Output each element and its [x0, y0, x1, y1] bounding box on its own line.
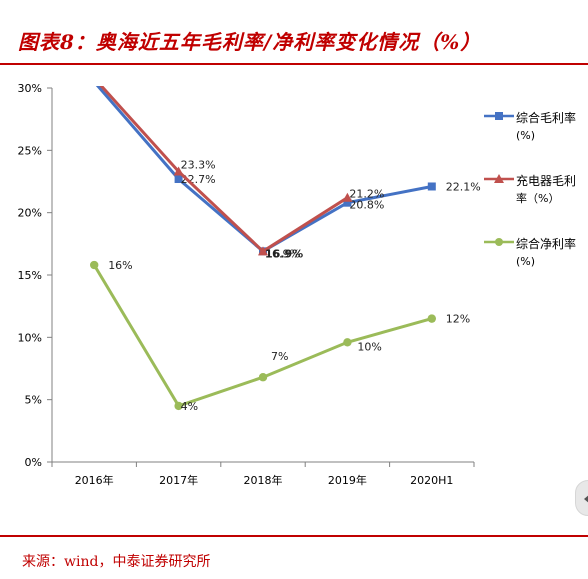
data-point: [90, 78, 98, 86]
series-line: [99, 86, 349, 254]
data-label: 12%: [446, 313, 470, 326]
legend-sublabel-net-margin: (%): [516, 255, 536, 268]
data-label: 4%: [181, 400, 198, 413]
data-label: 10%: [357, 340, 381, 353]
legend-label-gross-margin: 综合毛利率: [516, 111, 577, 125]
data-point: [90, 260, 99, 270]
x-tick-label: 2019年: [328, 473, 367, 487]
y-tick-label: 5%: [25, 394, 42, 407]
y-tick-label: 20%: [18, 207, 42, 220]
legend-item-charger-margin: 充电器毛利 率（%）: [484, 173, 588, 207]
data-point: [427, 314, 436, 323]
y-tick-label: 10%: [18, 331, 42, 344]
data-label: 22.1%: [446, 180, 481, 193]
data-point: [89, 73, 99, 82]
legend-marker-gross-margin: [484, 112, 514, 120]
legend-marker-charger-margin: [484, 174, 514, 183]
data-label: 16.9%: [265, 247, 303, 260]
x-tick-label: 2018年: [244, 473, 283, 487]
data-point: [258, 373, 268, 382]
legend-item-net-margin: 综合净利率 (%): [484, 236, 588, 270]
y-tick-label: 30%: [18, 82, 42, 95]
data-point: [258, 246, 268, 256]
data-point: [343, 338, 352, 347]
data-point: [174, 175, 183, 184]
y-tick-label: 25%: [18, 144, 42, 157]
data-label: 20.8%: [349, 199, 384, 212]
data-point: [343, 198, 352, 207]
data-point: [427, 182, 436, 191]
data-label: 23.3%: [181, 159, 216, 172]
title-divider: [0, 63, 588, 65]
legend-item-gross-margin: 综合毛利率 (%): [484, 110, 588, 144]
series-line: [92, 264, 433, 408]
x-tick-label: 2020H1: [410, 474, 453, 487]
legend-label-charger-margin: 充电器毛利: [516, 174, 577, 188]
line-chart: 0% 5% 10% 15% 20% 25% 30% 2016年 2017年 2018年 2019年 2…: [18, 73, 481, 487]
legend-label-net-margin: 综合净利率: [516, 237, 577, 251]
data-label: 21.2%: [349, 188, 384, 201]
x-tick-label: 2017年: [159, 473, 198, 487]
data-label: 16.9%: [265, 247, 300, 260]
source-note: 来源：wind，中泰证券研究所: [22, 554, 211, 570]
legend-sublabel-charger-margin: 率（%）: [516, 192, 560, 205]
data-point: [342, 192, 353, 202]
data-label: 7%: [271, 350, 288, 363]
x-tick-label: 2016年: [75, 473, 114, 487]
footer-divider: [0, 535, 588, 537]
data-label: 16%: [108, 259, 132, 272]
data-point: [174, 401, 183, 411]
data-point: [173, 166, 184, 176]
y-tick-label: 15%: [18, 269, 42, 282]
legend-marker-net-margin: [484, 238, 514, 246]
series-1: [89, 73, 353, 256]
y-tick-label: 0%: [25, 456, 42, 469]
legend-sublabel-gross-margin: (%): [516, 129, 536, 142]
scroll-back-button[interactable]: [575, 480, 588, 516]
series-2: [90, 260, 436, 411]
series-line: [95, 86, 433, 254]
chart-title: 图表8：奥海近五年毛利率/净利率变化情况（%）: [18, 30, 482, 54]
series-0: [90, 78, 436, 256]
